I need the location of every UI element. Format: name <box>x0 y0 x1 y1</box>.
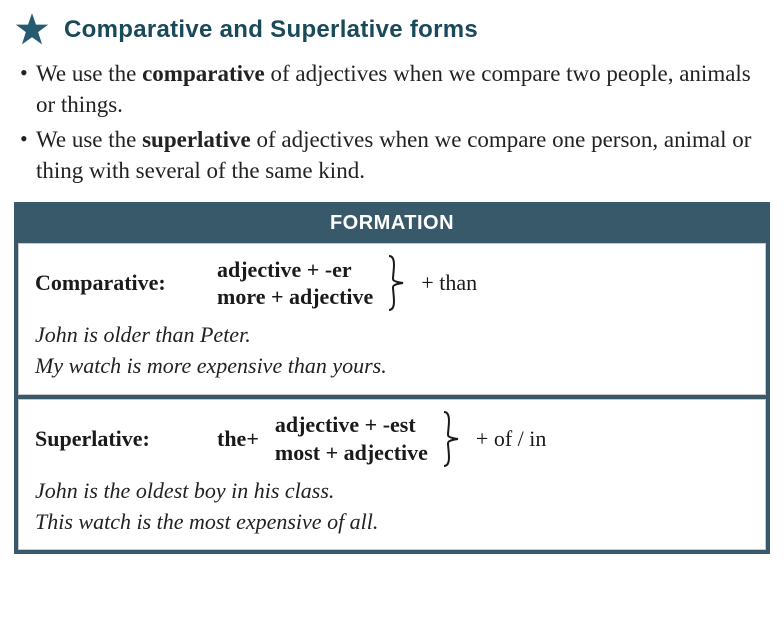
intro-bullets: We use the comparative of adjectives whe… <box>18 58 766 186</box>
comparative-box: Comparative: adjective + -er more + adje… <box>18 243 766 395</box>
option-1: adjective + -er <box>217 256 373 284</box>
label: Comparative: <box>35 270 205 296</box>
example-2: My watch is more expensive than yours. <box>35 351 749 382</box>
options: adjective + -est most + adjective <box>275 411 428 466</box>
text: We use the <box>36 61 142 86</box>
superlative-formula: Superlative: the+ adjective + -est most … <box>35 410 749 468</box>
star-icon <box>14 12 50 48</box>
bold-word: superlative <box>142 127 251 152</box>
bullet-superlative: We use the superlative of adjectives whe… <box>18 124 766 186</box>
prefix: the+ <box>217 426 263 452</box>
example-2: This watch is the most expensive of all. <box>35 507 749 538</box>
example-1: John is the oldest boy in his class. <box>35 476 749 507</box>
bullet-comparative: We use the comparative of adjectives whe… <box>18 58 766 120</box>
header-row: Comparative and Superlative forms <box>14 12 770 48</box>
superlative-box: Superlative: the+ adjective + -est most … <box>18 399 766 551</box>
example-1: John is older than Peter. <box>35 320 749 351</box>
option-1: adjective + -est <box>275 411 428 439</box>
formation-panel: FORMATION Comparative: adjective + -er m… <box>14 202 770 554</box>
options: adjective + -er more + adjective <box>217 256 373 311</box>
comparative-formula: Comparative: adjective + -er more + adje… <box>35 254 749 312</box>
option-2: most + adjective <box>275 439 428 467</box>
suffix: + than <box>417 270 477 296</box>
label: Superlative: <box>35 426 205 452</box>
formation-title: FORMATION <box>18 206 766 243</box>
option-2: more + adjective <box>217 283 373 311</box>
suffix: + of / in <box>472 426 546 452</box>
brace-icon <box>440 410 460 468</box>
page-title: Comparative and Superlative forms <box>64 16 478 44</box>
brace-icon <box>385 254 405 312</box>
bold-word: comparative <box>142 61 265 86</box>
text: We use the <box>36 127 142 152</box>
